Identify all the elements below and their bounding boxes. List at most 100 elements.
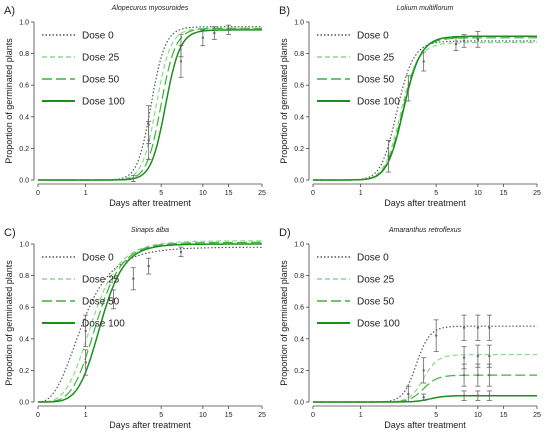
data-point	[147, 123, 150, 126]
series-line-dose-25	[313, 41, 537, 181]
data-point	[462, 356, 466, 359]
x-tick-label: 1	[359, 412, 363, 419]
y-tick-label: 1.0	[19, 242, 29, 249]
y-tick-label: 0.2	[19, 146, 29, 153]
panel-label: C)	[4, 227, 16, 239]
y-tick-label: 0.2	[19, 368, 29, 375]
data-point	[112, 298, 115, 301]
chart-panel-2: B) Lolium multiflorum 0.0 0.2 0.4 0.6 0.8 1.0 0 1…	[279, 5, 541, 208]
x-tick-label: 10	[474, 412, 482, 419]
series-line-dose-100	[38, 29, 262, 181]
series-line-dose-100	[313, 35, 537, 181]
y-tick-label: 0.0	[19, 400, 29, 407]
series-line-dose-25	[38, 27, 262, 181]
panel-label: B)	[279, 5, 290, 17]
x-axis-title: Days after treatment	[109, 198, 191, 208]
x-tick-label: 15	[500, 190, 508, 197]
data-point	[213, 31, 216, 35]
data-point	[422, 60, 425, 63]
data-point	[407, 392, 410, 396]
data-point	[147, 264, 150, 268]
legend-label: Dose 50	[357, 75, 395, 86]
data-point	[422, 396, 425, 399]
y-tick-label: 0.6	[19, 305, 29, 312]
x-tick-label: 15	[500, 412, 508, 419]
series-line-dose-50	[38, 27, 262, 181]
x-axis-title: Days after treatment	[384, 420, 466, 430]
data-point	[387, 155, 390, 158]
data-point	[84, 329, 87, 333]
y-tick-label: 1.0	[294, 20, 304, 27]
x-tick-label: 25	[533, 190, 541, 197]
data-point	[179, 44, 183, 47]
series-line-dose-100	[313, 394, 537, 403]
data-point	[132, 177, 135, 180]
y-axis-title: Proportion of germinated plants	[279, 38, 289, 164]
x-tick-label: 0	[36, 412, 40, 419]
data-point	[476, 394, 480, 397]
data-point	[132, 277, 135, 280]
data-point	[179, 60, 183, 63]
y-tick-label: 0.2	[294, 368, 304, 375]
series-line-dose-50	[313, 37, 537, 181]
data-point	[488, 394, 491, 397]
data-point	[488, 373, 491, 377]
x-tick-label: 15	[225, 412, 233, 419]
y-tick-label: 0.6	[19, 83, 29, 90]
legend-label: Dose 25	[357, 275, 395, 286]
chart-panel-1: A) Alopecurus myosuroides 0.0 0.2 0.4 0.6 0.8 1…	[4, 5, 266, 208]
data-point	[476, 326, 480, 329]
x-tick-label: 25	[533, 412, 541, 419]
panel-label: D)	[279, 227, 291, 239]
x-tick-label: 25	[258, 412, 266, 419]
series-line-dose-50	[38, 241, 262, 403]
series-line-dose-0	[313, 40, 537, 181]
chart-panel-4: D) Amaranthus retroflexus 0.0 0.2 0.4 0.6 0.8 1…	[279, 227, 541, 430]
chart-title: Lolium multiflorum	[397, 5, 454, 12]
y-tick-label: 0.8	[294, 273, 304, 280]
series-line-dose-0	[313, 325, 537, 403]
data-point	[227, 28, 230, 32]
series-line-dose-25	[38, 240, 262, 403]
y-tick-label: 0.8	[19, 273, 29, 280]
legend-label: Dose 100	[357, 97, 400, 108]
x-tick-label: 5	[159, 190, 163, 197]
y-tick-label: 0.4	[294, 336, 304, 343]
legend-label: Dose 50	[82, 297, 120, 308]
legend-label: Dose 0	[82, 31, 114, 42]
data-point	[179, 250, 183, 254]
series-line-dose-0	[38, 26, 262, 181]
y-tick-label: 0.8	[19, 51, 29, 58]
legend-label: Dose 100	[357, 319, 400, 330]
x-tick-label: 1	[84, 190, 88, 197]
legend-label: Dose 25	[82, 275, 120, 286]
data-point	[462, 39, 466, 43]
y-axis-title: Proportion of germinated plants	[279, 260, 289, 386]
y-tick-label: 1.0	[294, 242, 304, 249]
x-tick-label: 0	[311, 190, 315, 197]
y-tick-label: 0.4	[294, 114, 304, 121]
data-point	[454, 42, 458, 46]
legend-label: Dose 0	[82, 253, 114, 264]
data-point	[476, 38, 480, 41]
y-tick-label: 0.8	[294, 51, 304, 58]
x-axis-title: Days after treatment	[109, 420, 191, 430]
x-tick-label: 5	[434, 412, 438, 419]
data-point	[476, 354, 480, 358]
x-tick-label: 10	[199, 190, 207, 197]
series-line-dose-50	[313, 374, 537, 403]
y-tick-label: 0.0	[294, 400, 304, 407]
y-tick-label: 0.4	[19, 336, 29, 343]
y-tick-label: 1.0	[19, 20, 29, 27]
data-point	[84, 361, 87, 364]
legend-label: Dose 25	[357, 53, 395, 64]
data-point	[462, 373, 466, 377]
panel-label: A)	[4, 5, 15, 17]
series-line-dose-100	[38, 243, 262, 403]
data-point	[434, 334, 438, 337]
x-tick-label: 5	[159, 412, 163, 419]
legend-label: Dose 100	[82, 319, 125, 330]
y-axis-title: Proportion of germinated plants	[4, 260, 14, 386]
